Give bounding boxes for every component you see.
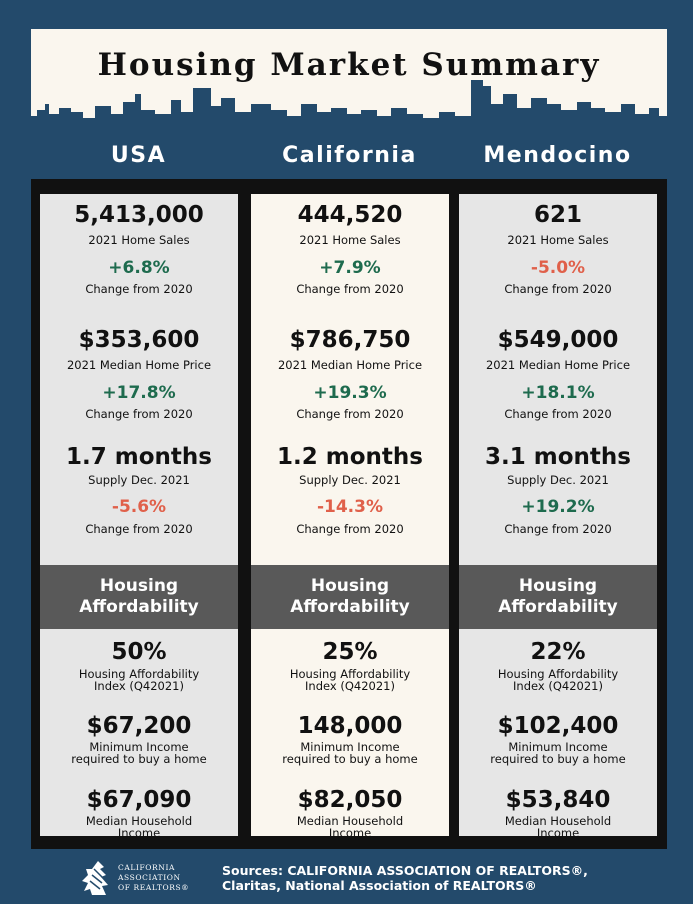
hai-label-line-1: Housing Affordability xyxy=(497,667,619,681)
affordability-heading-line-1: Housing xyxy=(310,576,390,596)
supply-change: -5.6% xyxy=(111,497,167,517)
median-income-value: $53,840 xyxy=(505,787,611,813)
logo-line-1: CALIFORNIA xyxy=(118,863,176,872)
supply-value: 1.7 months xyxy=(66,444,212,470)
region-title-california: California xyxy=(282,143,417,168)
hai-label-line-2: Index (Q42021) xyxy=(513,679,603,693)
supply-label: Supply Dec. 2021 xyxy=(507,473,609,487)
min-income-value: 148,000 xyxy=(297,713,403,739)
change-label: Change from 2020 xyxy=(296,282,404,296)
hai-value: 25% xyxy=(322,639,378,665)
car-logo-text: CALIFORNIA ASSOCIATION OF REALTORS® xyxy=(118,863,189,893)
hai-value: 22% xyxy=(530,639,586,665)
median-income-label-line-2: Income xyxy=(328,826,372,840)
region-title-usa: USA xyxy=(110,143,167,168)
home-sales-value: 444,520 xyxy=(297,202,403,228)
summary-panel: 5,413,000 2021 Home Sales +6.8% Change f… xyxy=(31,179,667,849)
market-stats: 444,520 2021 Home Sales +7.9% Change fro… xyxy=(251,194,449,565)
affordability-heading: Housing Affordability xyxy=(459,565,657,629)
median-price-label: 2021 Median Home Price xyxy=(277,358,423,372)
median-income-label-line-2: Income xyxy=(536,826,580,840)
median-price-value: $786,750 xyxy=(289,327,411,353)
median-price-change: +17.8% xyxy=(102,383,176,403)
city-skyline-graphic xyxy=(31,80,667,134)
column-california: 444,520 2021 Home Sales +7.9% Change fro… xyxy=(251,194,449,840)
logo-line-2: ASSOCIATION xyxy=(118,873,181,882)
min-income-label-line-2: required to buy a home xyxy=(490,752,626,766)
min-income-label-line-1: Minimum Income xyxy=(508,740,608,754)
hai-label-line-1: Housing Affordability xyxy=(78,667,200,681)
median-price-change: +18.1% xyxy=(521,383,595,403)
car-logo: CALIFORNIA ASSOCIATION OF REALTORS® xyxy=(80,857,210,901)
column-usa: 5,413,000 2021 Home Sales +6.8% Change f… xyxy=(40,194,238,840)
min-income-value: $67,200 xyxy=(86,713,192,739)
min-income-value: $102,400 xyxy=(497,713,619,739)
home-sales-value: 5,413,000 xyxy=(74,202,204,228)
home-sales-label: 2021 Home Sales xyxy=(507,233,609,247)
median-income-label-line-2: Income xyxy=(117,826,161,840)
market-stats: 5,413,000 2021 Home Sales +6.8% Change f… xyxy=(40,194,238,565)
car-logo-icon xyxy=(82,861,108,895)
home-sales-change: +6.8% xyxy=(108,258,170,278)
change-label: Change from 2020 xyxy=(85,522,193,536)
median-price-label: 2021 Median Home Price xyxy=(485,358,631,372)
footer: CALIFORNIA ASSOCIATION OF REALTORS® Sour… xyxy=(0,849,693,904)
median-income-label-line-1: Median Household xyxy=(85,814,193,828)
affordability-stats: 22% Housing Affordability Index (Q42021)… xyxy=(459,629,657,840)
median-income-value: $67,090 xyxy=(86,787,192,813)
supply-label: Supply Dec. 2021 xyxy=(88,473,190,487)
supply-label: Supply Dec. 2021 xyxy=(299,473,401,487)
hai-label-line-1: Housing Affordability xyxy=(289,667,411,681)
affordability-heading: Housing Affordability xyxy=(40,565,238,629)
home-sales-label: 2021 Home Sales xyxy=(299,233,401,247)
median-price-value: $353,600 xyxy=(78,327,200,353)
home-sales-change: -5.0% xyxy=(530,258,586,278)
change-label: Change from 2020 xyxy=(85,407,193,421)
hai-label-line-2: Index (Q42021) xyxy=(94,679,184,693)
median-income-label-line-1: Median Household xyxy=(504,814,612,828)
supply-change: -14.3% xyxy=(316,497,384,517)
affordability-heading-line-1: Housing xyxy=(518,576,598,596)
supply-value: 1.2 months xyxy=(277,444,423,470)
change-label: Change from 2020 xyxy=(296,522,404,536)
home-sales-change: +7.9% xyxy=(319,258,381,278)
affordability-heading: Housing Affordability xyxy=(251,565,449,629)
column-mendocino: 621 2021 Home Sales -5.0% Change from 20… xyxy=(459,194,657,840)
median-price-value: $549,000 xyxy=(497,327,619,353)
change-label: Change from 2020 xyxy=(504,407,612,421)
supply-change: +19.2% xyxy=(521,497,595,517)
sources-line-2: Claritas, National Association of REALTO… xyxy=(222,878,537,893)
min-income-label-line-2: required to buy a home xyxy=(282,752,418,766)
region-title-mendocino: Mendocino xyxy=(483,143,632,168)
affordability-heading-line-2: Affordability xyxy=(79,597,199,617)
affordability-heading-line-2: Affordability xyxy=(290,597,410,617)
median-price-label: 2021 Median Home Price xyxy=(66,358,212,372)
change-label: Change from 2020 xyxy=(85,282,193,296)
change-label: Change from 2020 xyxy=(504,522,612,536)
affordability-stats: 50% Housing Affordability Index (Q42021)… xyxy=(40,629,238,840)
sources-note: Sources: CALIFORNIA ASSOCIATION OF REALT… xyxy=(222,863,622,893)
page-title: Housing Market Summary xyxy=(97,47,601,83)
hai-value: 50% xyxy=(111,639,167,665)
affordability-heading-line-2: Affordability xyxy=(498,597,618,617)
home-sales-label: 2021 Home Sales xyxy=(88,233,190,247)
min-income-label-line-1: Minimum Income xyxy=(300,740,400,754)
market-stats: 621 2021 Home Sales -5.0% Change from 20… xyxy=(459,194,657,565)
median-price-change: +19.3% xyxy=(313,383,387,403)
affordability-stats: 25% Housing Affordability Index (Q42021)… xyxy=(251,629,449,840)
min-income-label-line-2: required to buy a home xyxy=(71,752,207,766)
change-label: Change from 2020 xyxy=(504,282,612,296)
change-label: Change from 2020 xyxy=(296,407,404,421)
hai-label-line-2: Index (Q42021) xyxy=(305,679,395,693)
affordability-heading-line-1: Housing xyxy=(99,576,179,596)
supply-value: 3.1 months xyxy=(485,444,631,470)
home-sales-value: 621 xyxy=(533,202,582,228)
sources-line-1: Sources: CALIFORNIA ASSOCIATION OF REALT… xyxy=(222,863,588,878)
title-banner: Housing Market Summary xyxy=(31,29,667,134)
min-income-label-line-1: Minimum Income xyxy=(89,740,189,754)
median-income-label-line-1: Median Household xyxy=(296,814,404,828)
logo-line-3: OF REALTORS® xyxy=(118,883,190,892)
median-income-value: $82,050 xyxy=(297,787,403,813)
